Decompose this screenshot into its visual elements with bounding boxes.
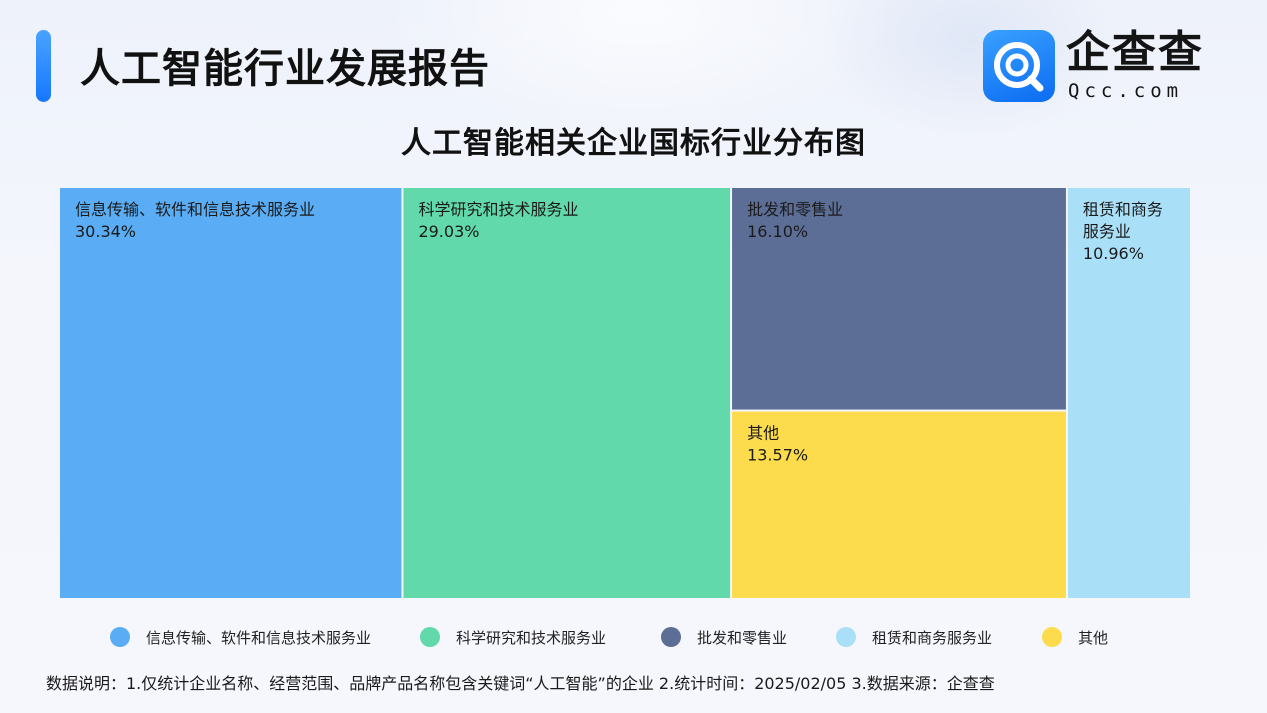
legend-label: 批发和零售业 [697,628,788,647]
legend-label: 租赁和商务服务业 [872,628,993,647]
legend-label: 其他 [1078,628,1109,647]
legend-item: 租赁和商务服务业 [836,624,992,650]
treemap-tile-5-percent: 13.57% [747,446,808,465]
treemap-tile-2-percent: 29.03% [418,222,479,241]
treemap-tile-4-percent: 10.96% [1083,244,1144,263]
treemap-tile-4-label: 租赁和商务 [1083,200,1163,219]
logo-wordmark-cn: 企查查 [1066,27,1204,78]
treemap-tile-4-label: 服务业 [1083,222,1131,241]
chart-legend: 信息传输、软件和信息技术服务业 科学研究和技术服务业 批发和零售业 租赁和商务服务业 其… [0,624,1267,652]
legend-label: 科学研究和技术服务业 [456,628,607,647]
page-title: 人工智能行业发展报告 [80,46,490,92]
legend-label: 信息传输、软件和信息技术服务业 [146,628,372,647]
legend-swatch [110,627,130,647]
treemap-tile-2 [403,188,731,598]
treemap-tile-3 [732,188,1066,410]
legend-item: 批发和零售业 [661,624,787,650]
treemap-tile-2-label: 科学研究和技术服务业 [418,200,578,219]
treemap-tile-5-label: 其他 [747,424,779,443]
legend-item: 信息传输、软件和信息技术服务业 [110,624,371,650]
legend-item: 科学研究和技术服务业 [420,624,606,650]
data-footnote: 数据说明：1.仅统计企业名称、经营范围、品牌产品名称包含关键词“人工智能”的企业… [46,674,995,693]
legend-swatch [1042,627,1062,647]
treemap-tile-5 [732,411,1066,598]
treemap-tile-3-percent: 16.10% [747,222,808,241]
legend-swatch [836,627,856,647]
treemap-tile-1 [60,188,402,598]
treemap-tile-4 [1067,188,1190,598]
logo-wordmark-en: Qcc.com [1068,80,1184,102]
qcc-logo-icon [983,30,1055,102]
legend-item: 其他 [1042,624,1108,650]
treemap-tile-1-label: 信息传输、软件和信息技术服务业 [75,200,315,219]
chart-title: 人工智能相关企业国标行业分布图 [401,126,866,161]
title-accent-bar [36,30,51,102]
legend-swatch [420,627,440,647]
treemap-tile-3-label: 批发和零售业 [747,200,843,219]
treemap-tile-1-percent: 30.34% [75,222,136,241]
legend-swatch [661,627,681,647]
